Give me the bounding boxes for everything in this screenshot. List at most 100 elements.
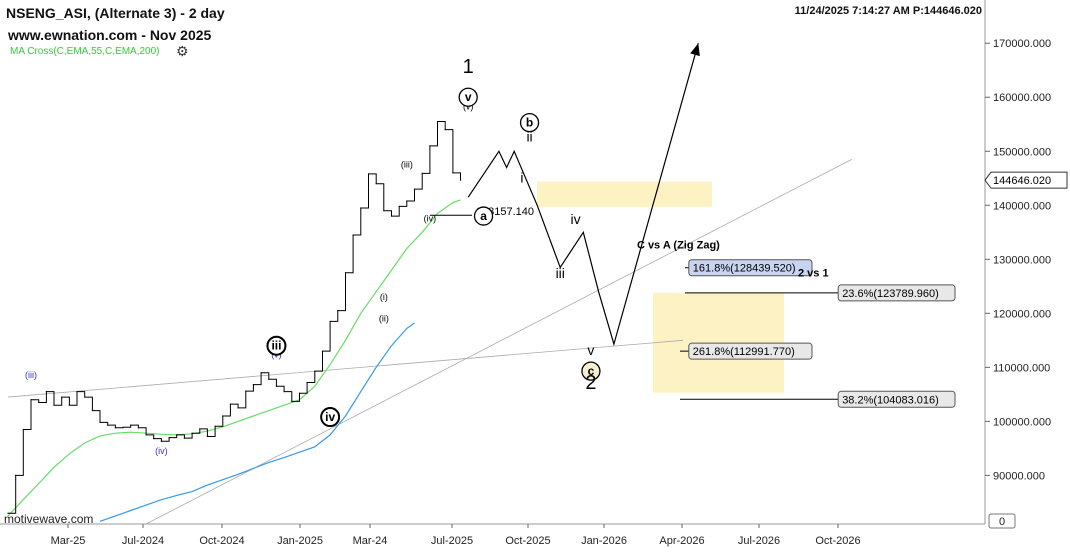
price-point xyxy=(91,409,93,412)
price-point xyxy=(229,403,232,405)
x-tick-label: Oct-2025 xyxy=(505,535,550,547)
site-title: www.ewnation.com - Nov 2025 xyxy=(8,27,212,43)
wave-label: iv xyxy=(325,410,335,424)
x-tick-label: Oct-2024 xyxy=(199,535,244,547)
price-point xyxy=(76,391,78,393)
y-tick-label: 140000.000 xyxy=(993,200,1051,212)
wave-label: (iv) xyxy=(424,213,437,223)
price-point xyxy=(360,207,362,209)
price-point xyxy=(291,400,293,402)
price-point xyxy=(222,415,224,417)
price-point xyxy=(398,205,400,207)
price-point xyxy=(298,392,301,394)
x-tick-label: Oct-2026 xyxy=(815,535,860,547)
price-point xyxy=(390,215,393,217)
gear-icon[interactable]: ⚙ xyxy=(176,43,189,59)
y-tick-label-zero: 0 xyxy=(999,516,1005,528)
price-point xyxy=(130,424,132,426)
wave-label: iii xyxy=(271,339,281,353)
fib-label: 23.6%(123789.960) xyxy=(842,288,939,300)
price-point xyxy=(275,385,278,387)
ema200-line xyxy=(99,322,415,522)
price-point xyxy=(429,145,431,147)
price-point xyxy=(68,404,70,406)
wave-label: v xyxy=(587,342,594,358)
price-point xyxy=(168,436,170,439)
current-price-marker xyxy=(984,171,1068,189)
wave-label: iii xyxy=(556,265,565,281)
wave-circle xyxy=(458,87,478,107)
price-point xyxy=(245,390,247,392)
price-point xyxy=(421,172,423,175)
annotation-text: 2 vs 1 xyxy=(798,268,829,280)
fib-label: 261.8%(112991.770) xyxy=(693,346,795,358)
price-point xyxy=(153,438,155,440)
price-point xyxy=(30,399,32,401)
wave-label: b xyxy=(526,116,533,130)
price-line xyxy=(8,121,461,514)
y-tick-label: 170000.000 xyxy=(993,38,1051,50)
price-point xyxy=(383,210,385,212)
x-tick-label: Mar-24 xyxy=(353,535,388,547)
fib-label-box xyxy=(837,390,956,408)
y-tick-label: 110000.000 xyxy=(993,362,1050,374)
annotation-text: C vs A (Zig Zag) xyxy=(637,239,720,251)
x-tick-label: Jan-2025 xyxy=(277,535,323,547)
fib-label: 38.2%(104083.016) xyxy=(842,394,939,406)
price-point xyxy=(237,407,239,409)
price-point xyxy=(375,183,377,185)
fib-label-box xyxy=(688,342,813,360)
wave-label: (i) xyxy=(380,292,388,302)
watermark: motivewave.com xyxy=(4,512,94,526)
wave-label: (iii) xyxy=(401,159,413,169)
price-point xyxy=(452,172,454,174)
y-tick-label: 130000.000 xyxy=(993,254,1051,266)
wave-circle xyxy=(473,206,494,226)
price-point xyxy=(436,120,439,123)
price-point xyxy=(45,391,47,393)
price-point xyxy=(7,512,9,514)
y-tick-label: 150000.000 xyxy=(993,146,1051,158)
price-point xyxy=(176,434,178,436)
price-point xyxy=(99,421,101,424)
projection-path xyxy=(467,43,699,347)
price-point xyxy=(413,188,416,190)
wave-label: ii xyxy=(526,129,532,145)
price-point xyxy=(15,474,17,476)
wave-circle xyxy=(266,335,287,356)
price-point xyxy=(22,428,24,431)
price-point xyxy=(191,432,193,434)
price-point xyxy=(145,434,147,436)
x-tick-label: Jul-2026 xyxy=(738,535,780,547)
wave-label: iv xyxy=(571,211,581,227)
y-tick-label: 160000.000 xyxy=(993,92,1051,104)
wave-label: 2 xyxy=(585,372,596,394)
price-point xyxy=(260,372,262,374)
y-zero-box xyxy=(988,513,1016,529)
arrow-head xyxy=(690,43,700,57)
y-tick-label: 100000.000 xyxy=(993,416,1051,428)
wave-circle xyxy=(581,361,601,381)
wave-circle xyxy=(519,112,540,133)
price-point xyxy=(84,396,86,398)
x-tick-label: Jul-2024 xyxy=(122,535,164,547)
price-point xyxy=(214,425,216,427)
price-point xyxy=(337,310,339,312)
fib-label-box xyxy=(688,259,813,277)
indicator-label[interactable]: MA Cross(C,EMA,55,C,EMA,200) xyxy=(10,46,160,57)
price-point xyxy=(329,320,331,323)
price-point xyxy=(183,437,186,439)
timestamp-price-readout: 11/24/2025 7:14:27 AM P:144646.020 xyxy=(794,5,982,17)
wave-label: v xyxy=(465,90,472,104)
wave-circle xyxy=(320,407,341,428)
current-price-label: 144646.020 xyxy=(993,175,1051,187)
wave-label: a xyxy=(480,209,487,223)
wave-label: (iii) xyxy=(25,370,37,380)
wave-label: c xyxy=(588,364,595,378)
price-point xyxy=(459,179,462,181)
trendline xyxy=(7,339,683,398)
y-tick-label: 120000.000 xyxy=(993,308,1051,320)
price-point xyxy=(107,424,109,426)
